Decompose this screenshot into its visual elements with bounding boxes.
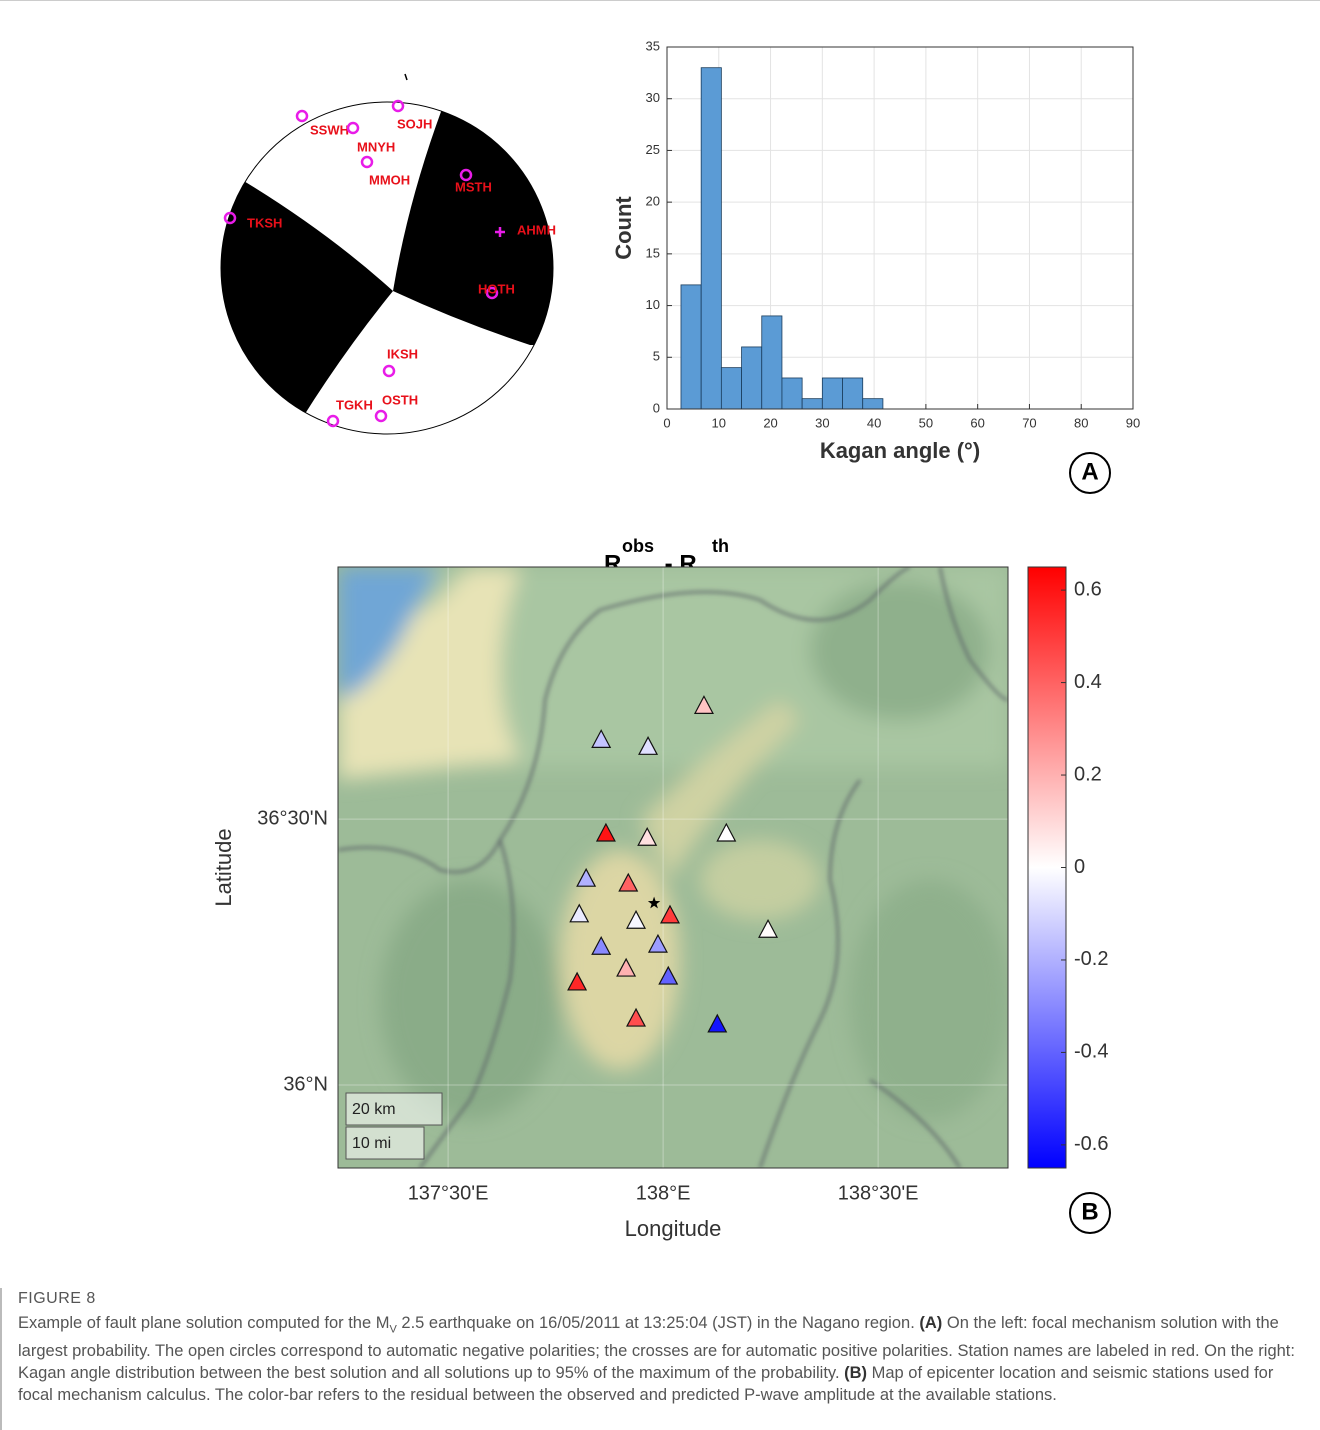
x-tick-label: 40: [867, 415, 881, 430]
y-axis-label: Latitude: [211, 828, 236, 906]
y-tick-label: 5: [653, 349, 660, 364]
bar: [843, 378, 863, 409]
station-label: MSTH: [455, 179, 492, 194]
panel-label: A: [1081, 458, 1098, 485]
bar: [822, 378, 842, 409]
bar: [802, 399, 822, 409]
x-tick-label: 10: [712, 415, 726, 430]
y-tick-label: 35: [646, 38, 660, 53]
station-marker: [297, 111, 307, 121]
y-tick-label: 0: [653, 400, 660, 415]
scale-label: 10 mi: [352, 1135, 391, 1152]
bar: [721, 368, 741, 409]
station-label: AHMH: [517, 222, 556, 237]
colorbar: [1028, 567, 1066, 1168]
x-tick-label: 50: [919, 415, 933, 430]
bar: [701, 68, 721, 409]
colorbar-tick-label: -0.2: [1074, 948, 1108, 970]
station-label: TGKH: [336, 397, 373, 412]
y-tick-label: 10: [646, 297, 660, 312]
histogram: 0 10 20 30 40 50 60 70 80 90 0 5 10 15 20 25 30 35 Kagan a…: [611, 38, 1140, 462]
colorbar-tick-label: 0.4: [1074, 671, 1102, 693]
station-label: MMOH: [369, 172, 410, 187]
bar: [681, 285, 701, 409]
title-sup: th: [712, 536, 729, 556]
colorbar-tick-label: 0.6: [1074, 578, 1102, 600]
x-axis-label: Longitude: [625, 1216, 722, 1241]
colorbar-tick-label: 0: [1074, 856, 1085, 878]
beachball: [150, 70, 610, 440]
x-tick-label: 0: [663, 415, 670, 430]
x-tick-label: 70: [1022, 415, 1036, 430]
page: {"figure_label": "FIGURE 8", "panel_labe…: [0, 0, 1320, 1430]
station-label: OSTH: [382, 392, 418, 407]
colorbar-tick-label: -0.4: [1074, 1041, 1108, 1063]
station-label: HOTH: [478, 281, 515, 296]
x-tick-label: 80: [1074, 415, 1088, 430]
x-tick-label: 138°30'E: [838, 1182, 919, 1204]
scale-label: 20 km: [352, 1101, 396, 1118]
colorbar-tick-label: 0.2: [1074, 763, 1102, 785]
map-background: [338, 567, 1010, 1168]
y-tick-label: 30: [646, 90, 660, 105]
figure-label: FIGURE 8: [18, 1290, 96, 1308]
caption-text: Example of fault plane solution computed…: [18, 1314, 389, 1332]
station-label: SOJH: [397, 116, 432, 131]
x-axis-label: Kagan angle (°): [820, 438, 980, 463]
bar: [762, 316, 782, 409]
x-tick-label: 60: [970, 415, 984, 430]
x-tick-label: 20: [763, 415, 777, 430]
bar: [863, 399, 883, 409]
title-sup: obs: [622, 536, 654, 556]
station-label: MNYH: [357, 139, 395, 154]
colorbar-tick-label: -0.6: [1074, 1133, 1108, 1155]
caption: Example of fault plane solution computed…: [18, 1312, 1308, 1406]
x-tick-label: 137°30'E: [408, 1182, 489, 1204]
bar: [742, 347, 762, 409]
caption-bold: (B): [844, 1364, 867, 1382]
y-tick-label: 36°N: [283, 1073, 328, 1095]
y-axis-label: Count: [611, 196, 636, 260]
station-label: SSWH: [310, 122, 349, 137]
caption-sub: V: [389, 1323, 396, 1335]
north-tick: [405, 74, 407, 80]
y-tick-label: 20: [646, 194, 660, 209]
y-tick-label: 25: [646, 142, 660, 157]
y-tick-label: 36°30'N: [257, 807, 328, 829]
y-tick-label: 15: [646, 245, 660, 260]
side-rule: [0, 1290, 2, 1430]
station-label: IKSH: [387, 346, 418, 361]
x-tick-label: 90: [1126, 415, 1140, 430]
station-label: TKSH: [247, 215, 282, 230]
x-tick-label: 138°E: [636, 1182, 691, 1204]
bar: [782, 378, 802, 409]
x-tick-label: 30: [815, 415, 829, 430]
caption-text: 2.5 earthquake on 16/05/2011 at 13:25:04…: [397, 1314, 920, 1332]
panel-label: B: [1081, 1198, 1098, 1225]
caption-bold: (A): [919, 1314, 942, 1332]
plot-area: [667, 47, 1133, 409]
